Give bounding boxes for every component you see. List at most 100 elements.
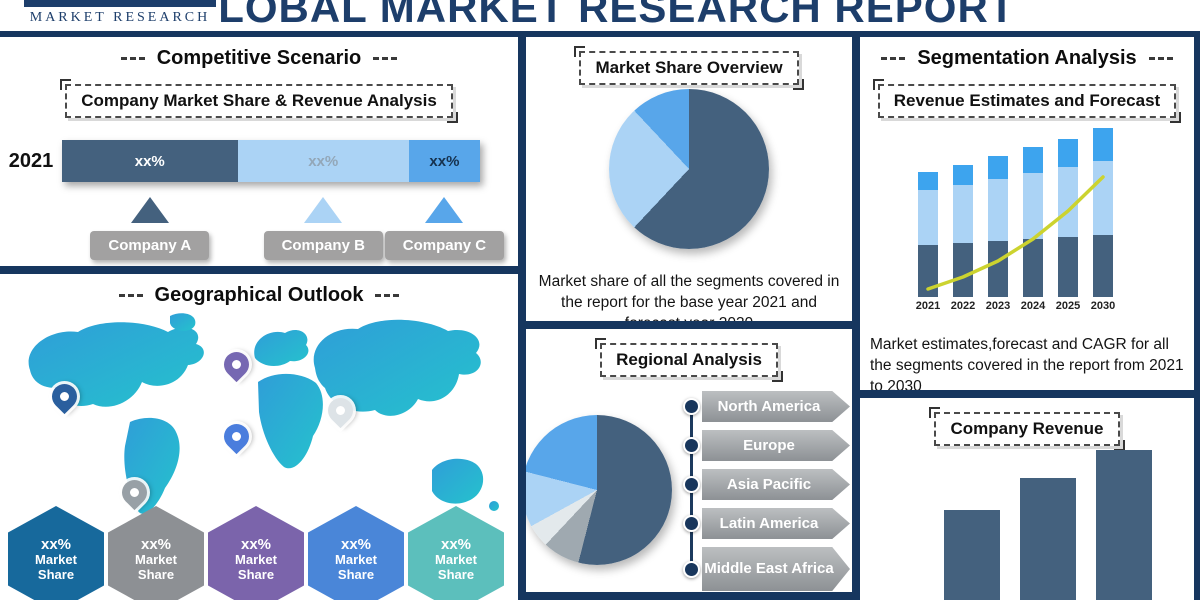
segment-top	[1023, 147, 1043, 173]
panel-company-revenue: Company Revenue	[860, 398, 1194, 600]
continents	[28, 313, 499, 514]
badge-label: Market Share	[335, 551, 377, 582]
segment-top	[1058, 139, 1078, 167]
stacked-bar-group: 2025	[1056, 115, 1080, 312]
segment-middle	[1058, 167, 1078, 237]
connector-dot	[683, 398, 700, 415]
company-label: Company A	[90, 231, 210, 260]
title-dash-right	[1148, 57, 1173, 60]
year-label: 2021	[8, 149, 54, 172]
company-pointer-triangle	[425, 197, 464, 223]
revenue-title: Company Revenue	[929, 407, 1125, 451]
segment-bottom	[1058, 237, 1078, 297]
segmentation-title: Segmentation Analysis	[860, 47, 1194, 70]
logo-text: MARKET RESEARCH	[29, 10, 211, 25]
badge-percent: xx%	[140, 535, 172, 553]
connector-dot	[683, 476, 700, 493]
badge-label: Market Share	[135, 551, 177, 582]
panel-market-share-overview: Market Share Overview Market share of al…	[526, 37, 852, 321]
company-label: Company B	[263, 231, 383, 260]
title-dash-right	[373, 57, 398, 60]
segment-bottom	[988, 241, 1008, 297]
year-tick: 2021	[915, 300, 941, 312]
stacked-bar-group: 2023	[986, 115, 1010, 312]
company-pointer-triangle	[130, 197, 169, 223]
segmentation-subtitle: Revenue Estimates and Forecast	[872, 79, 1182, 123]
market-share-badge: xx% Market Share	[108, 506, 204, 600]
region-banner: Europe	[702, 430, 850, 461]
world-map	[28, 313, 499, 514]
market-share-badge: xx% Market Share	[308, 506, 404, 600]
title-dash-left	[118, 294, 143, 297]
revenue-bar	[944, 510, 1000, 600]
badge-percent: xx%	[240, 535, 272, 553]
segment-top	[953, 165, 973, 185]
segmentation-title-text: Segmentation Analysis	[917, 47, 1137, 69]
revenue-bar	[1096, 450, 1152, 600]
market-share-badges: xx% Market Share xx% Market Share xx% Market …	[0, 506, 518, 600]
company-share-row: 2021 xx% xx% xx%	[0, 140, 518, 182]
panel-regional-analysis: Regional Analysis North America Europe Asi…	[526, 329, 852, 592]
share-segment: xx%	[408, 140, 480, 182]
map-pins	[0, 310, 518, 525]
panel-competitive-scenario: Competitive Scenario Company Market Shar…	[0, 37, 518, 266]
region-connector-dots	[526, 329, 852, 592]
share-segment: xx%	[62, 140, 238, 182]
badge-label: Market Share	[35, 551, 77, 582]
pin-south-america	[116, 474, 153, 511]
badge-percent: xx%	[40, 535, 72, 553]
region-banner: Latin America	[702, 508, 850, 539]
stacked-bar-group: 2024	[1021, 115, 1045, 312]
year-tick: 2025	[1055, 300, 1081, 312]
segment-top	[918, 172, 938, 190]
market-share-badge: xx% Market Share	[8, 506, 104, 600]
segment-bottom	[1093, 235, 1113, 297]
badge-label: Market Share	[435, 551, 477, 582]
segment-bottom	[918, 245, 938, 297]
title-dash-left	[881, 57, 906, 60]
share-segment: xx%	[237, 140, 409, 182]
competitive-title-text: Competitive Scenario	[156, 47, 362, 69]
segment-middle	[953, 185, 973, 243]
region-banner: Middle East Africa	[702, 547, 850, 591]
panel-segmentation-analysis: Segmentation Analysis Revenue Estimates …	[860, 37, 1194, 390]
connector-dot	[683, 437, 700, 454]
market-share-pie	[609, 89, 769, 249]
company-pointer-triangle	[304, 197, 343, 223]
company-share-bar: xx% xx% xx%	[62, 140, 480, 182]
connector-dot	[683, 561, 700, 578]
year-tick: 2023	[985, 300, 1011, 312]
segment-middle	[988, 179, 1008, 241]
cagr-trend-line	[926, 175, 1105, 291]
segment-middle	[1023, 173, 1043, 239]
logo: MARKET RESEARCH	[22, 0, 218, 31]
segmentation-caption: Market estimates,forecast and CAGR for a…	[870, 335, 1184, 391]
company-label: Company C	[384, 231, 505, 260]
competitive-subtitle: Company Market Share & Revenue Analysis	[60, 79, 458, 123]
logo-top-bar	[24, 0, 216, 7]
geographical-title: Geographical Outlook	[0, 284, 518, 307]
company-label-row: Company A Company B Company C	[62, 231, 505, 260]
company-pointer-row	[62, 197, 480, 223]
year-tick: 2024	[1020, 300, 1046, 312]
market-share-badge: xx% Market Share	[208, 506, 304, 600]
pin-asia	[322, 392, 359, 429]
badge-percent: xx%	[340, 535, 372, 553]
title-dash-left	[120, 57, 145, 60]
regional-pie	[526, 415, 672, 565]
stacked-bar-group: 2022	[951, 115, 975, 312]
segment-top	[1093, 128, 1113, 161]
overview-caption: Market share of all the segments covered…	[538, 272, 840, 322]
overview-title: Market Share Overview	[574, 46, 804, 90]
stacked-bar	[1023, 147, 1043, 297]
competitive-title: Competitive Scenario	[0, 47, 518, 70]
badge-percent: xx%	[440, 535, 472, 553]
segment-bottom	[953, 243, 973, 297]
segment-top	[988, 156, 1008, 179]
stacked-bar	[953, 165, 973, 297]
segment-middle	[918, 190, 938, 245]
stacked-bar-group: 2021	[916, 115, 940, 312]
region-banner: Asia Pacific	[702, 469, 850, 500]
region-list: North America Europe Asia Pacific Latin Ame…	[702, 391, 850, 592]
